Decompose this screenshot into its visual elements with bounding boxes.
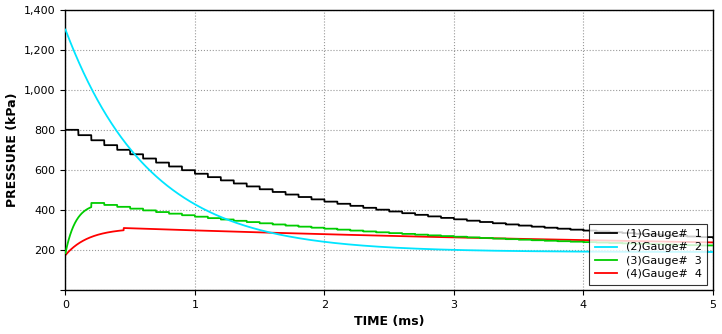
(4)Gauge#  4	[450, 235, 458, 239]
(2)Gauge#  2	[449, 248, 458, 252]
(2)Gauge#  2	[593, 250, 602, 254]
(4)Gauge#  4	[61, 253, 70, 257]
(4)Gauge#  4	[308, 232, 317, 236]
Line: (4)Gauge#  4: (4)Gauge# 4	[66, 228, 713, 255]
(3)Gauge#  3	[61, 251, 70, 255]
(1)Gauge#  1	[61, 128, 70, 132]
Legend: (1)Gauge#  1, (2)Gauge#  2, (3)Gauge#  3, (4)Gauge#  4: (1)Gauge# 1, (2)Gauge# 2, (3)Gauge# 3, (…	[589, 223, 708, 285]
(3)Gauge#  3	[87, 201, 96, 205]
(2)Gauge#  2	[179, 195, 188, 199]
(2)Gauge#  2	[544, 249, 553, 254]
(3)Gauge#  3	[708, 243, 717, 247]
Line: (1)Gauge#  1: (1)Gauge# 1	[66, 130, 713, 238]
(4)Gauge#  4	[119, 226, 128, 230]
(1)Gauge#  1	[449, 216, 458, 220]
Y-axis label: PRESSURE (kPa): PRESSURE (kPa)	[6, 93, 19, 207]
(3)Gauge#  3	[544, 239, 553, 243]
(3)Gauge#  3	[308, 226, 317, 230]
(3)Gauge#  3	[179, 213, 188, 217]
(3)Gauge#  3	[482, 236, 491, 240]
(2)Gauge#  2	[308, 238, 317, 242]
Line: (3)Gauge#  3: (3)Gauge# 3	[66, 203, 713, 253]
(1)Gauge#  1	[708, 236, 717, 240]
(4)Gauge#  4	[593, 238, 602, 242]
(4)Gauge#  4	[179, 228, 188, 232]
(1)Gauge#  1	[544, 226, 553, 230]
(1)Gauge#  1	[179, 168, 188, 172]
X-axis label: TIME (ms): TIME (ms)	[354, 315, 425, 328]
(1)Gauge#  1	[308, 197, 317, 201]
(2)Gauge#  2	[482, 248, 491, 253]
(2)Gauge#  2	[61, 28, 70, 32]
(3)Gauge#  3	[450, 234, 458, 238]
(1)Gauge#  1	[482, 220, 491, 224]
(3)Gauge#  3	[593, 240, 602, 244]
(1)Gauge#  1	[593, 229, 602, 233]
Line: (2)Gauge#  2: (2)Gauge# 2	[66, 30, 713, 252]
(4)Gauge#  4	[708, 240, 717, 244]
(4)Gauge#  4	[544, 237, 553, 241]
(4)Gauge#  4	[482, 236, 491, 240]
(2)Gauge#  2	[708, 250, 717, 254]
